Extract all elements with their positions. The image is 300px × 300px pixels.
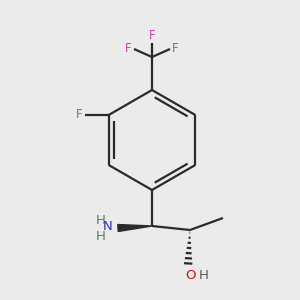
Text: F: F [76,109,83,122]
Polygon shape [118,224,152,232]
Text: H: H [96,230,106,242]
Text: H: H [96,214,106,226]
Text: F: F [172,41,178,55]
Text: F: F [125,41,132,55]
Text: F: F [149,29,155,42]
Text: O: O [185,269,195,282]
Text: H: H [199,269,209,282]
Text: N: N [102,220,112,233]
